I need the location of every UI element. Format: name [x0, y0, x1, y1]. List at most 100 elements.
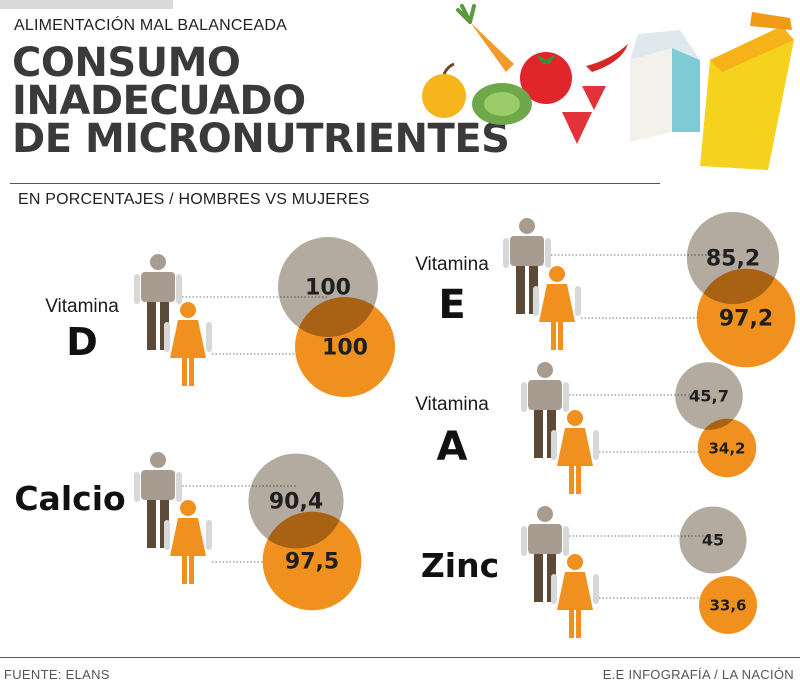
person-arm — [164, 520, 170, 550]
person-head — [150, 254, 166, 270]
value-label-women: 97,5 — [285, 550, 339, 575]
person-dress — [557, 428, 593, 466]
category-label: D — [66, 320, 98, 364]
person-leg — [551, 322, 556, 350]
carrot-icon — [456, 4, 514, 72]
person-leg — [576, 466, 581, 494]
person-torso — [141, 470, 175, 500]
value-label-men: 85,2 — [706, 247, 760, 272]
source-note: FUENTE: ELANS — [4, 667, 110, 682]
person-head — [549, 266, 565, 282]
person-arm — [164, 322, 170, 352]
person-dress — [557, 572, 593, 610]
milk-carton-icon — [630, 30, 700, 142]
title-line-3: DE MICRONUTRIENTES — [12, 116, 510, 162]
juice-bottle-icon — [700, 12, 794, 170]
apple-icon — [422, 62, 466, 118]
tomato-icon — [520, 52, 572, 104]
category-label: A — [437, 424, 468, 470]
category-group: Vitamina D 100 100 — [45, 237, 395, 397]
category-label: Calcio — [14, 479, 125, 518]
person-head — [567, 410, 583, 426]
title-line-2: INADECUADO — [12, 78, 306, 124]
category-group: Zinc 45 33,6 — [421, 506, 757, 634]
title-line-1: CONSUMO — [12, 40, 241, 86]
person-head — [180, 500, 196, 516]
person-leg — [569, 466, 574, 494]
category-label-small: Vitamina — [45, 296, 119, 317]
person-arm — [563, 382, 569, 412]
category-label: E — [438, 282, 465, 328]
person-arm — [176, 274, 182, 304]
person-arm — [134, 472, 140, 502]
subtitle: EN PORCENTAJES / HOMBRES VS MUJERES — [18, 191, 370, 208]
strawberry-icon — [562, 112, 592, 144]
kicker: ALIMENTACIÓN MAL BALANCEADA — [14, 17, 288, 34]
person-arm — [206, 322, 212, 352]
person-head — [537, 506, 553, 522]
chili-icon — [586, 44, 628, 72]
category-label-small: Vitamina — [415, 394, 489, 415]
person-torso — [528, 524, 562, 554]
person-arm — [206, 520, 212, 550]
person-leg — [534, 410, 543, 458]
bubble-women — [697, 418, 757, 478]
credit-note: E.E INFOGRAFÍA / LA NACIÓN — [602, 667, 794, 682]
person-leg — [182, 556, 187, 584]
person-leg — [182, 358, 187, 386]
person-head — [567, 554, 583, 570]
category-label-small: Vitamina — [415, 254, 489, 275]
food-illustration — [422, 4, 794, 170]
woman-icon — [164, 500, 212, 584]
bubble-men — [679, 506, 747, 574]
person-torso — [510, 236, 544, 266]
value-label-women: 97,2 — [719, 307, 773, 332]
person-arm — [551, 574, 557, 604]
person-arm — [521, 382, 527, 412]
woman-icon — [533, 266, 581, 350]
category-label: Zinc — [421, 546, 499, 585]
value-label-men: 100 — [305, 276, 351, 301]
strawberry-icon — [582, 86, 606, 110]
person-leg — [534, 554, 543, 602]
category-group: Vitamina A 45,7 34,2 — [415, 362, 757, 478]
value-label-men: 45 — [702, 531, 724, 550]
person-arm — [551, 430, 557, 460]
person-arm — [503, 238, 509, 268]
woman-icon — [551, 410, 599, 494]
person-leg — [147, 302, 156, 350]
person-dress — [170, 320, 206, 358]
person-dress — [539, 284, 575, 322]
person-arm — [134, 274, 140, 304]
person-leg — [516, 266, 525, 314]
category-group: Vitamina E 85,2 97,2 — [415, 211, 796, 368]
person-leg — [147, 500, 156, 548]
value-label-women: 33,6 — [709, 596, 746, 614]
value-label-men: 90,4 — [269, 490, 323, 515]
page-title: CONSUMO INADECUADO DE MICRONUTRIENTES — [12, 40, 510, 162]
bubble-women — [699, 576, 757, 634]
bubble-men — [686, 211, 780, 305]
person-arm — [545, 238, 551, 268]
bubble-men — [675, 362, 743, 430]
person-leg — [558, 322, 563, 350]
man-icon — [521, 362, 569, 458]
person-arm — [563, 526, 569, 556]
bubble-men — [278, 237, 378, 337]
value-label-men: 45,7 — [689, 387, 729, 406]
person-arm — [593, 430, 599, 460]
person-arm — [533, 286, 539, 316]
person-arm — [521, 526, 527, 556]
person-dress — [170, 518, 206, 556]
person-head — [537, 362, 553, 378]
person-head — [180, 302, 196, 318]
person-leg — [189, 358, 194, 386]
category-group: Calcio 90,4 97,5 — [14, 453, 362, 611]
person-torso — [528, 380, 562, 410]
title-divider — [10, 183, 660, 184]
person-arm — [575, 286, 581, 316]
value-label-women: 34,2 — [708, 439, 745, 457]
person-leg — [576, 610, 581, 638]
person-leg — [569, 610, 574, 638]
